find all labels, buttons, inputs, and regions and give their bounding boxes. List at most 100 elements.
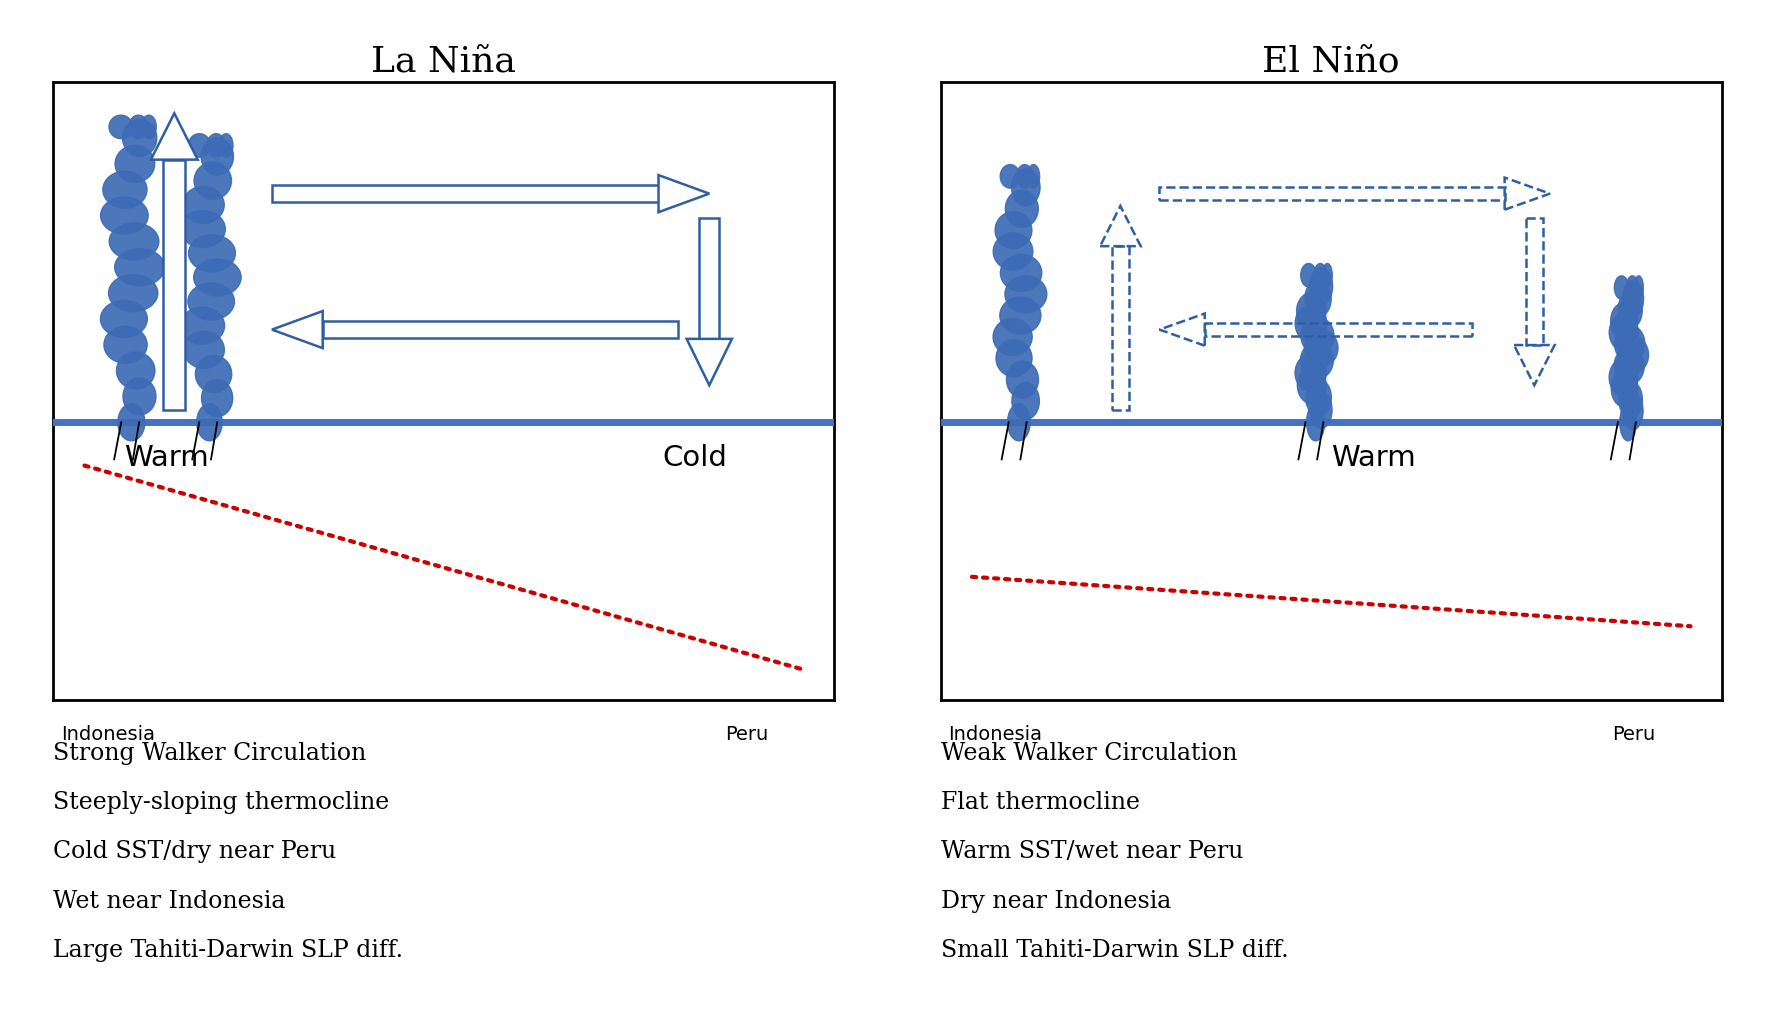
Ellipse shape (996, 211, 1031, 248)
Polygon shape (699, 218, 719, 339)
Text: Wet near Indonesia: Wet near Indonesia (53, 890, 286, 913)
Polygon shape (323, 321, 678, 338)
Ellipse shape (992, 318, 1033, 355)
Ellipse shape (108, 275, 158, 312)
Ellipse shape (193, 162, 231, 199)
Ellipse shape (202, 380, 233, 417)
Polygon shape (272, 311, 323, 348)
Polygon shape (687, 339, 731, 385)
Ellipse shape (1301, 317, 1335, 354)
Ellipse shape (1012, 382, 1040, 419)
Ellipse shape (115, 248, 165, 285)
Ellipse shape (1622, 280, 1644, 317)
Text: Indonesia: Indonesia (948, 725, 1042, 744)
Text: Warm: Warm (124, 444, 208, 472)
Ellipse shape (999, 297, 1040, 334)
Ellipse shape (1619, 291, 1642, 329)
Ellipse shape (1296, 305, 1328, 342)
Text: Small Tahiti-Darwin SLP diff.: Small Tahiti-Darwin SLP diff. (941, 939, 1289, 962)
Ellipse shape (1610, 358, 1638, 396)
Ellipse shape (1005, 276, 1047, 313)
Text: Weak Walker Circulation: Weak Walker Circulation (941, 742, 1237, 764)
Ellipse shape (122, 378, 156, 415)
Ellipse shape (188, 134, 211, 158)
Ellipse shape (1322, 264, 1333, 287)
Ellipse shape (117, 352, 154, 389)
Ellipse shape (1612, 370, 1638, 407)
Polygon shape (151, 113, 197, 160)
Ellipse shape (201, 138, 234, 175)
Ellipse shape (1621, 404, 1637, 441)
Ellipse shape (1008, 404, 1030, 441)
Text: Cold SST/dry near Peru: Cold SST/dry near Peru (53, 840, 337, 863)
Text: Strong Walker Circulation: Strong Walker Circulation (53, 742, 366, 764)
Ellipse shape (1615, 276, 1629, 300)
Ellipse shape (1610, 314, 1638, 351)
Ellipse shape (208, 134, 225, 158)
Ellipse shape (110, 222, 160, 260)
Polygon shape (272, 185, 659, 202)
Ellipse shape (122, 119, 156, 157)
Ellipse shape (1305, 330, 1338, 367)
Ellipse shape (1298, 367, 1326, 404)
Ellipse shape (1635, 276, 1644, 300)
Text: Warm: Warm (1331, 444, 1416, 472)
Title: El Niño: El Niño (1262, 44, 1400, 78)
Ellipse shape (218, 134, 233, 158)
Ellipse shape (142, 115, 156, 139)
Ellipse shape (115, 145, 154, 182)
Polygon shape (659, 175, 710, 212)
Ellipse shape (1626, 276, 1638, 300)
Ellipse shape (101, 197, 147, 234)
Ellipse shape (1301, 342, 1333, 379)
Ellipse shape (1017, 165, 1033, 188)
Ellipse shape (1301, 264, 1317, 287)
Text: Dry near Indonesia: Dry near Indonesia (941, 890, 1172, 913)
Ellipse shape (1622, 392, 1644, 430)
Ellipse shape (1310, 391, 1331, 428)
Text: Flat thermocline: Flat thermocline (941, 791, 1140, 814)
Ellipse shape (197, 404, 222, 441)
Ellipse shape (1305, 280, 1331, 317)
Ellipse shape (183, 186, 224, 224)
Ellipse shape (108, 115, 133, 139)
Ellipse shape (1615, 325, 1645, 363)
Text: Peru: Peru (724, 725, 769, 744)
Text: Warm SST/wet near Peru: Warm SST/wet near Peru (941, 840, 1242, 863)
Ellipse shape (1296, 354, 1326, 391)
Ellipse shape (181, 307, 225, 344)
Polygon shape (163, 160, 185, 410)
Text: Large Tahiti-Darwin SLP diff.: Large Tahiti-Darwin SLP diff. (53, 939, 403, 962)
Ellipse shape (1617, 337, 1649, 374)
Ellipse shape (181, 210, 225, 247)
Text: Peru: Peru (1612, 725, 1656, 744)
Ellipse shape (1296, 293, 1326, 330)
Ellipse shape (188, 283, 234, 320)
Ellipse shape (105, 327, 147, 364)
Ellipse shape (1028, 165, 1040, 188)
Ellipse shape (195, 355, 233, 392)
Ellipse shape (183, 332, 224, 369)
Ellipse shape (117, 404, 146, 441)
Ellipse shape (1005, 191, 1038, 228)
Ellipse shape (1001, 254, 1042, 291)
Ellipse shape (994, 233, 1033, 270)
Ellipse shape (1610, 303, 1638, 340)
Ellipse shape (103, 171, 147, 208)
Ellipse shape (1310, 268, 1333, 305)
Ellipse shape (1306, 404, 1324, 441)
Ellipse shape (1012, 169, 1040, 206)
Title: La Niña: La Niña (371, 44, 517, 78)
Text: Indonesia: Indonesia (60, 725, 154, 744)
Ellipse shape (193, 259, 241, 296)
Ellipse shape (1306, 379, 1331, 416)
Ellipse shape (1001, 165, 1021, 188)
Ellipse shape (188, 235, 236, 272)
Ellipse shape (130, 115, 147, 139)
Ellipse shape (101, 301, 147, 338)
Ellipse shape (1613, 347, 1644, 384)
Ellipse shape (1006, 362, 1038, 399)
Text: Cold: Cold (662, 444, 728, 472)
Ellipse shape (996, 340, 1031, 377)
Ellipse shape (1314, 264, 1326, 287)
